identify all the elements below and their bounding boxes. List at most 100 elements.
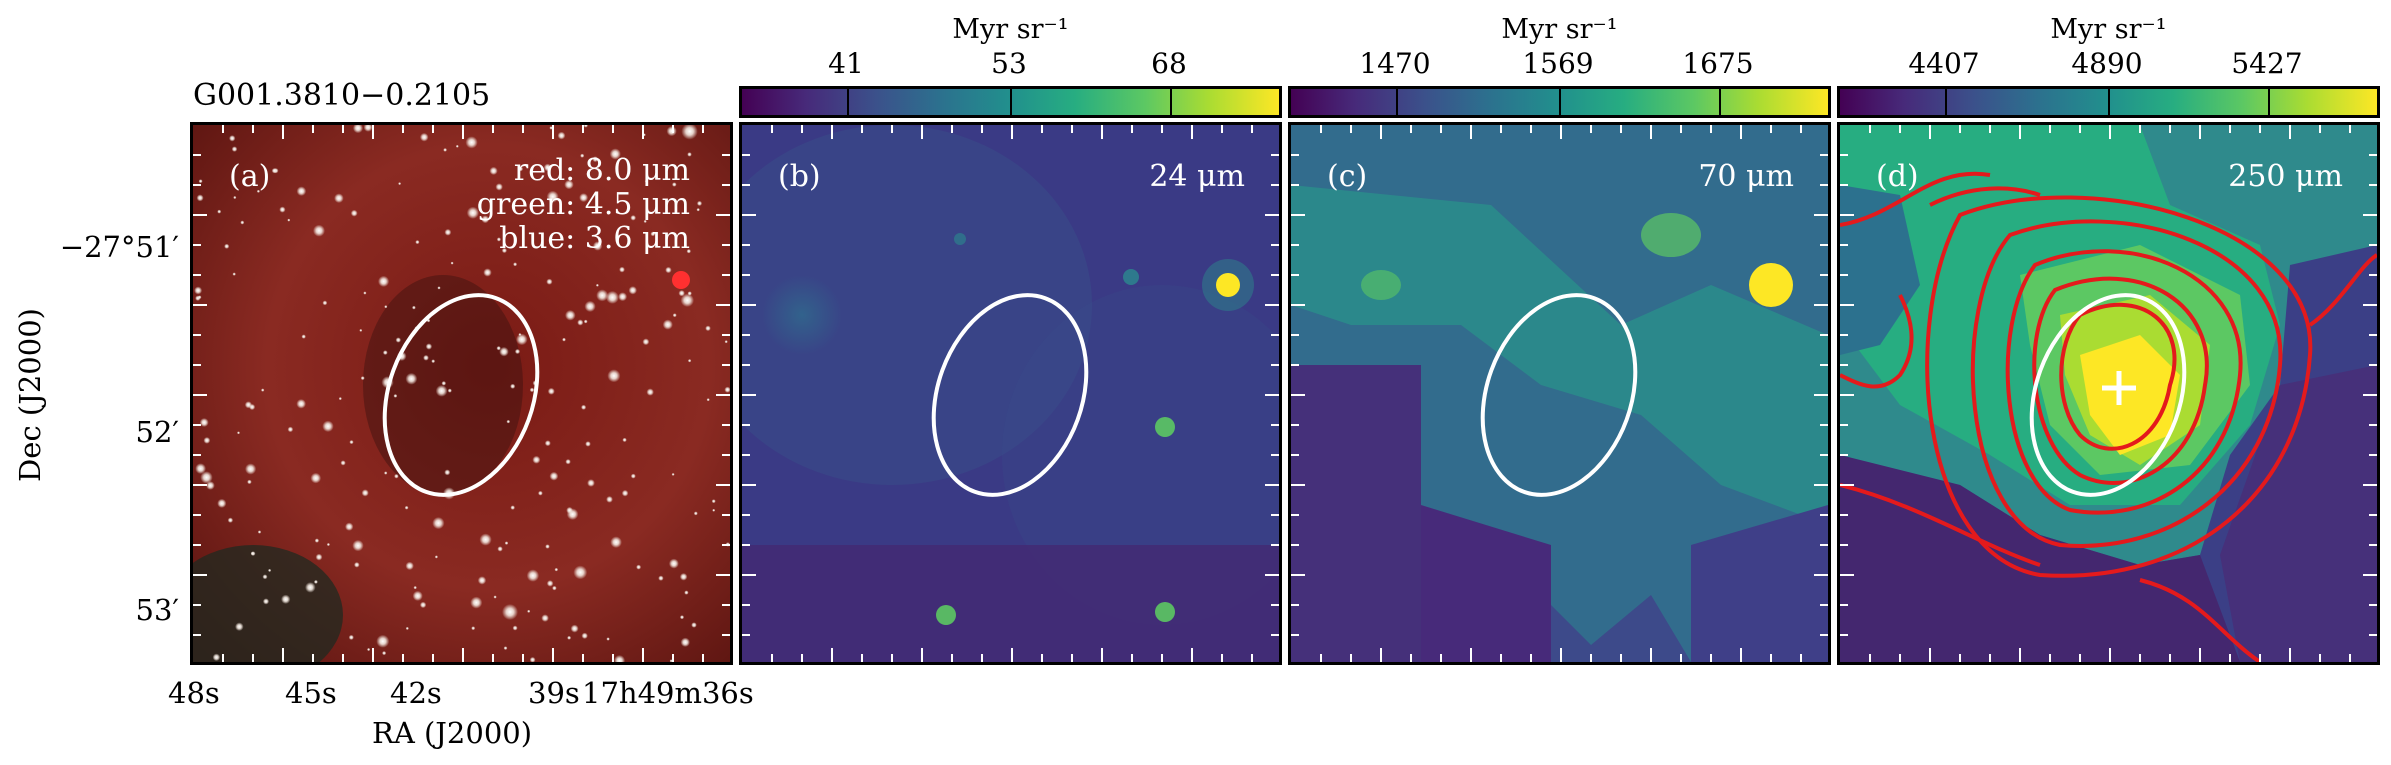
star <box>619 266 625 273</box>
colorbar-tick: 68 <box>1151 47 1187 80</box>
star <box>378 275 390 287</box>
star <box>194 286 203 295</box>
x-tick-label: 48s <box>168 676 220 710</box>
star <box>609 148 621 160</box>
star <box>543 163 552 172</box>
star <box>340 460 346 466</box>
star <box>712 508 716 512</box>
star <box>518 166 524 172</box>
star <box>261 388 265 392</box>
star <box>503 646 508 650</box>
star <box>345 522 354 531</box>
colorbar-tick: 4407 <box>1908 47 1980 80</box>
axis-ticks <box>742 125 1279 662</box>
star <box>281 594 291 604</box>
star <box>244 401 252 409</box>
star <box>679 615 685 620</box>
star <box>363 125 373 132</box>
star <box>514 348 521 355</box>
star <box>567 635 572 640</box>
star <box>595 283 599 287</box>
star <box>557 131 566 140</box>
star <box>405 626 409 630</box>
star <box>287 426 294 433</box>
star <box>724 386 730 393</box>
star <box>642 338 650 346</box>
star <box>711 499 716 504</box>
star <box>680 637 690 647</box>
axis-ticks <box>1291 125 1828 662</box>
star <box>268 568 272 572</box>
star <box>658 575 664 581</box>
star <box>296 186 307 196</box>
star <box>636 564 642 570</box>
star <box>643 219 647 223</box>
star <box>541 614 549 622</box>
star <box>570 624 579 633</box>
star <box>287 218 291 222</box>
star <box>566 508 579 520</box>
star <box>573 565 588 580</box>
star <box>334 193 344 203</box>
star <box>431 359 436 364</box>
star <box>217 498 227 508</box>
star <box>630 215 636 221</box>
star <box>581 632 588 639</box>
star <box>502 604 518 620</box>
star <box>583 319 588 324</box>
star <box>662 319 673 330</box>
star <box>206 481 215 490</box>
star <box>313 579 318 584</box>
star <box>628 286 637 295</box>
star <box>301 334 306 339</box>
star <box>384 305 388 309</box>
star <box>352 539 364 552</box>
colorbar-tick: 1675 <box>1682 47 1754 80</box>
star <box>398 182 402 186</box>
star <box>513 262 518 267</box>
star <box>245 463 257 475</box>
star <box>384 471 388 475</box>
star <box>646 388 654 396</box>
star <box>296 399 306 409</box>
band-legend-green: green: 4.5 μm <box>476 187 690 222</box>
star <box>532 455 541 464</box>
star <box>432 517 445 530</box>
colorbar-gradient <box>1837 86 2380 118</box>
star <box>696 200 703 206</box>
star <box>607 369 621 383</box>
star <box>322 300 328 306</box>
x-tick-label: 17h49m36s <box>582 676 754 710</box>
star <box>618 292 628 302</box>
star <box>415 240 420 245</box>
star <box>680 293 694 307</box>
star <box>584 300 596 312</box>
panel-b-24um-image: (b) 24 μm <box>739 122 1282 665</box>
star <box>724 340 728 344</box>
star <box>240 220 245 225</box>
aperture-ellipse <box>931 293 1089 497</box>
aperture-ellipse <box>2029 293 2187 497</box>
star <box>232 272 236 276</box>
star <box>441 381 447 386</box>
star <box>672 182 677 187</box>
star <box>497 546 503 552</box>
star <box>262 598 270 605</box>
star <box>552 585 557 591</box>
x-axis-label: RA (J2000) <box>372 716 533 750</box>
star <box>495 183 503 191</box>
star <box>687 359 692 363</box>
star <box>200 471 213 484</box>
star <box>613 655 626 662</box>
star <box>546 278 553 285</box>
star <box>499 346 509 357</box>
star <box>197 295 202 300</box>
star <box>443 148 447 152</box>
star <box>666 126 677 137</box>
star <box>229 135 236 142</box>
star <box>326 542 330 547</box>
aperture-ellipse <box>1480 293 1638 497</box>
star <box>489 166 498 175</box>
star <box>546 580 554 587</box>
star <box>235 622 244 631</box>
